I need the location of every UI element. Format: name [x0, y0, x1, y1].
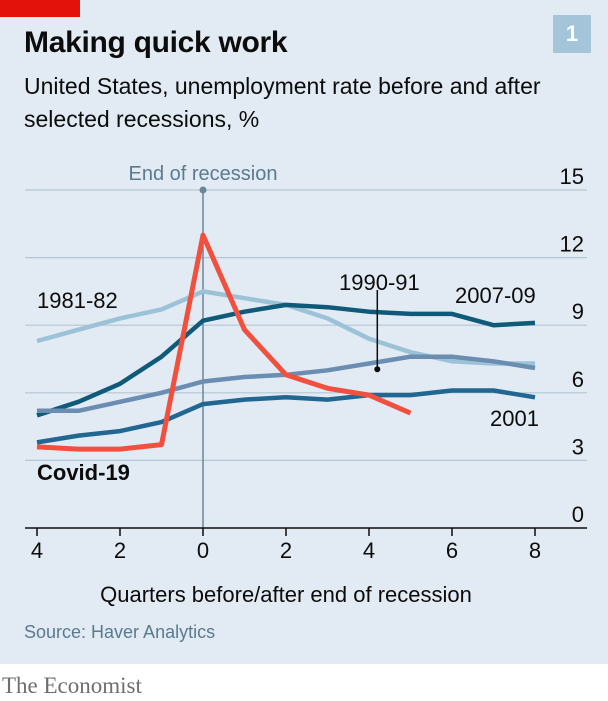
series-label-1990-91: 1990-91 [339, 270, 420, 295]
series-label-1981-82: 1981-82 [37, 288, 118, 313]
chart-number-badge: 1 [553, 15, 591, 53]
x-tick-label-4: 4 [363, 538, 375, 563]
x-tick-label-2: 0 [197, 538, 209, 563]
series-line-2001 [36, 388, 536, 445]
x-tick-label-6: 8 [529, 538, 541, 563]
x-tick-label-3: 2 [280, 538, 292, 563]
series-label-covid-19: Covid-19 [37, 460, 130, 485]
end-of-recession-label: End of recession [129, 163, 278, 185]
end-of-recession-marker [199, 186, 207, 194]
y-tick-label-6: 6 [572, 367, 584, 392]
series-line-2007-09 [36, 302, 536, 418]
x-ticks: 4 2 0 2 4 6 8 [31, 528, 541, 563]
y-tick-label-9: 9 [572, 299, 584, 324]
y-tick-label-15: 15 [560, 164, 584, 189]
series-line-1990-91 [37, 354, 536, 414]
series-line-covid-19 [36, 232, 412, 452]
source-note: Source: Haver Analytics [24, 622, 216, 642]
series-label-2007-09: 2007-09 [455, 283, 536, 308]
callout-1990-91-dot [374, 366, 381, 373]
series-labels: 1981-82 2007-09 1990-91 2001 Covid-19 [37, 270, 539, 485]
x-tick-label-1: 2 [114, 538, 126, 563]
series-lines [36, 232, 536, 452]
chart-subtitle: United States, unemployment rate before … [24, 73, 541, 132]
series-label-2001: 2001 [490, 406, 539, 431]
y-tick-label-12: 12 [560, 232, 584, 257]
y-tick-label-0: 0 [572, 502, 584, 527]
chart-title: Making quick work [24, 26, 288, 59]
line-chart: 0 3 6 9 12 15 End of recession 1981-82 2007-09… [25, 163, 587, 607]
y-tick-label-3: 3 [572, 434, 584, 459]
chart-panel [0, 0, 608, 664]
x-axis-label: Quarters before/after end of recession [100, 582, 472, 607]
y-tick-labels: 0 3 6 9 12 15 [560, 164, 584, 527]
publisher-brand: The Economist [2, 673, 142, 698]
x-tick-label-0: 4 [31, 538, 43, 563]
x-tick-label-5: 6 [446, 538, 458, 563]
brand-red-tag [0, 0, 80, 17]
